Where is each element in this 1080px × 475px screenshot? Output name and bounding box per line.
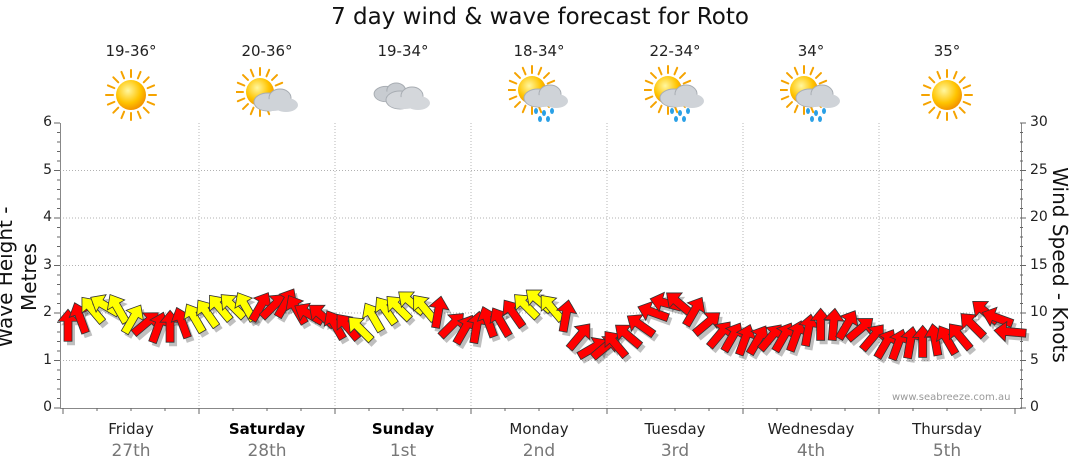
day-name: Friday	[108, 420, 154, 438]
wind-arrow	[183, 303, 207, 335]
wind-arrow	[960, 313, 988, 340]
day-forecast-thursday: 35°	[879, 42, 1015, 126]
y-tick-right: 15	[1030, 256, 1048, 273]
wind-arrows	[57, 288, 1030, 365]
wind-arrow	[949, 323, 974, 352]
temperature-range: 20-36°	[241, 42, 293, 60]
temperature-range: 22-34°	[649, 42, 701, 60]
day-name: Wednesday	[767, 420, 855, 438]
wind-arrow	[386, 296, 413, 323]
wind-arrow	[993, 320, 1027, 343]
sunny-icon	[105, 69, 157, 121]
wind-arrow	[502, 299, 527, 330]
wind-arrow	[565, 323, 591, 352]
wind-arrow	[682, 296, 706, 328]
wind-arrow	[604, 331, 630, 360]
wind-arrow	[626, 314, 657, 339]
wind-arrow	[196, 299, 221, 330]
wind-arrow	[81, 296, 107, 325]
day-forecast-friday: 19-36°	[63, 42, 199, 126]
day-date: 3rd	[660, 441, 690, 461]
wind-arrow	[209, 294, 234, 324]
wind-arrow	[514, 294, 541, 321]
showers-icon	[644, 65, 704, 122]
day-forecast-saturday: 20-36°	[199, 42, 335, 126]
y-tick-right: 5	[1030, 351, 1039, 368]
showers-icon	[780, 65, 840, 122]
wind-arrow	[361, 302, 386, 334]
temperature-range: 19-36°	[105, 42, 157, 60]
day-date: 28th	[247, 441, 287, 461]
x-label-thursday: Thursday 5th	[879, 420, 1015, 461]
y-tick-right: 20	[1030, 209, 1048, 225]
y-tick-left: 1	[43, 351, 52, 368]
temperature-range: 19-34°	[377, 42, 429, 60]
x-label-tuesday: Tuesday 3rd	[607, 420, 743, 461]
y-tick-right: 30	[1030, 114, 1048, 130]
y-tick-left: 4	[43, 209, 52, 225]
temperature-range: 35°	[933, 42, 961, 60]
day-date: 4th	[796, 441, 826, 461]
x-label-sunday: Sunday 1st	[335, 420, 471, 461]
wind-arrow	[859, 324, 884, 353]
y-tick-right: 25	[1030, 161, 1048, 178]
day-date: 1st	[389, 441, 417, 461]
partly-cloudy-icon	[236, 67, 298, 117]
wind-arrow	[615, 324, 644, 350]
wind-arrow	[809, 307, 832, 341]
day-forecast-monday: 18-34°	[471, 42, 607, 126]
wind-arrow	[323, 310, 347, 341]
sunny-icon	[921, 69, 973, 121]
day-forecast-sunday: 19-34°	[335, 42, 471, 126]
wind-arrow	[336, 313, 362, 343]
y-tick-left: 3	[43, 256, 52, 273]
day-name: Thursday	[912, 420, 982, 438]
day-name: Tuesday	[644, 420, 706, 438]
day-date: 5th	[932, 441, 962, 461]
x-label-monday: Monday 2nd	[471, 420, 607, 461]
y-tick-right: 0	[1030, 399, 1039, 415]
wind-arrow	[348, 316, 375, 344]
wind-arrow	[489, 307, 513, 339]
wind-arrow	[798, 313, 820, 347]
x-label-friday: Friday 27th	[63, 420, 199, 461]
wind-arrow	[745, 325, 770, 357]
wind-arrow	[374, 296, 399, 327]
y-tick-right: 10	[1030, 304, 1048, 320]
day-name: Monday	[509, 420, 569, 438]
watermark: www.seabreeze.com.au	[892, 392, 1011, 403]
showers-icon	[508, 65, 568, 122]
wind-arrow	[637, 300, 670, 323]
day-date: 27th	[111, 441, 151, 461]
y-tick-left: 6	[43, 114, 52, 130]
wind-arrow	[555, 299, 578, 333]
chart-title: 7 day wind & wave forecast for Roto	[331, 4, 749, 30]
wind-arrow	[428, 295, 450, 329]
wind-arrow	[786, 320, 808, 353]
day-name: Sunday	[371, 420, 435, 438]
day-date: 2nd	[522, 441, 556, 461]
wind-arrow-marks	[57, 288, 1027, 362]
wind-arrow	[691, 312, 721, 338]
x-label-saturday: Saturday 28th	[199, 420, 335, 461]
wind-arrow	[106, 294, 131, 325]
day-forecast-wednesday: 34°	[743, 42, 879, 126]
y-tick-left: 5	[43, 161, 52, 178]
temperature-range: 34°	[797, 42, 825, 60]
day-name: Saturday	[228, 420, 306, 438]
grid	[54, 122, 1026, 414]
wind-arrow	[936, 325, 960, 357]
wind-arrow	[845, 318, 874, 343]
cloudy-icon	[373, 82, 430, 110]
wind-arrow	[248, 292, 272, 323]
y-tick-left: 2	[43, 304, 52, 320]
y-tick-left: 0	[43, 399, 52, 415]
x-label-wednesday: Wednesday 4th	[743, 420, 879, 461]
day-forecast-tuesday: 22-34°	[607, 42, 743, 126]
temperature-range: 18-34°	[513, 42, 565, 60]
